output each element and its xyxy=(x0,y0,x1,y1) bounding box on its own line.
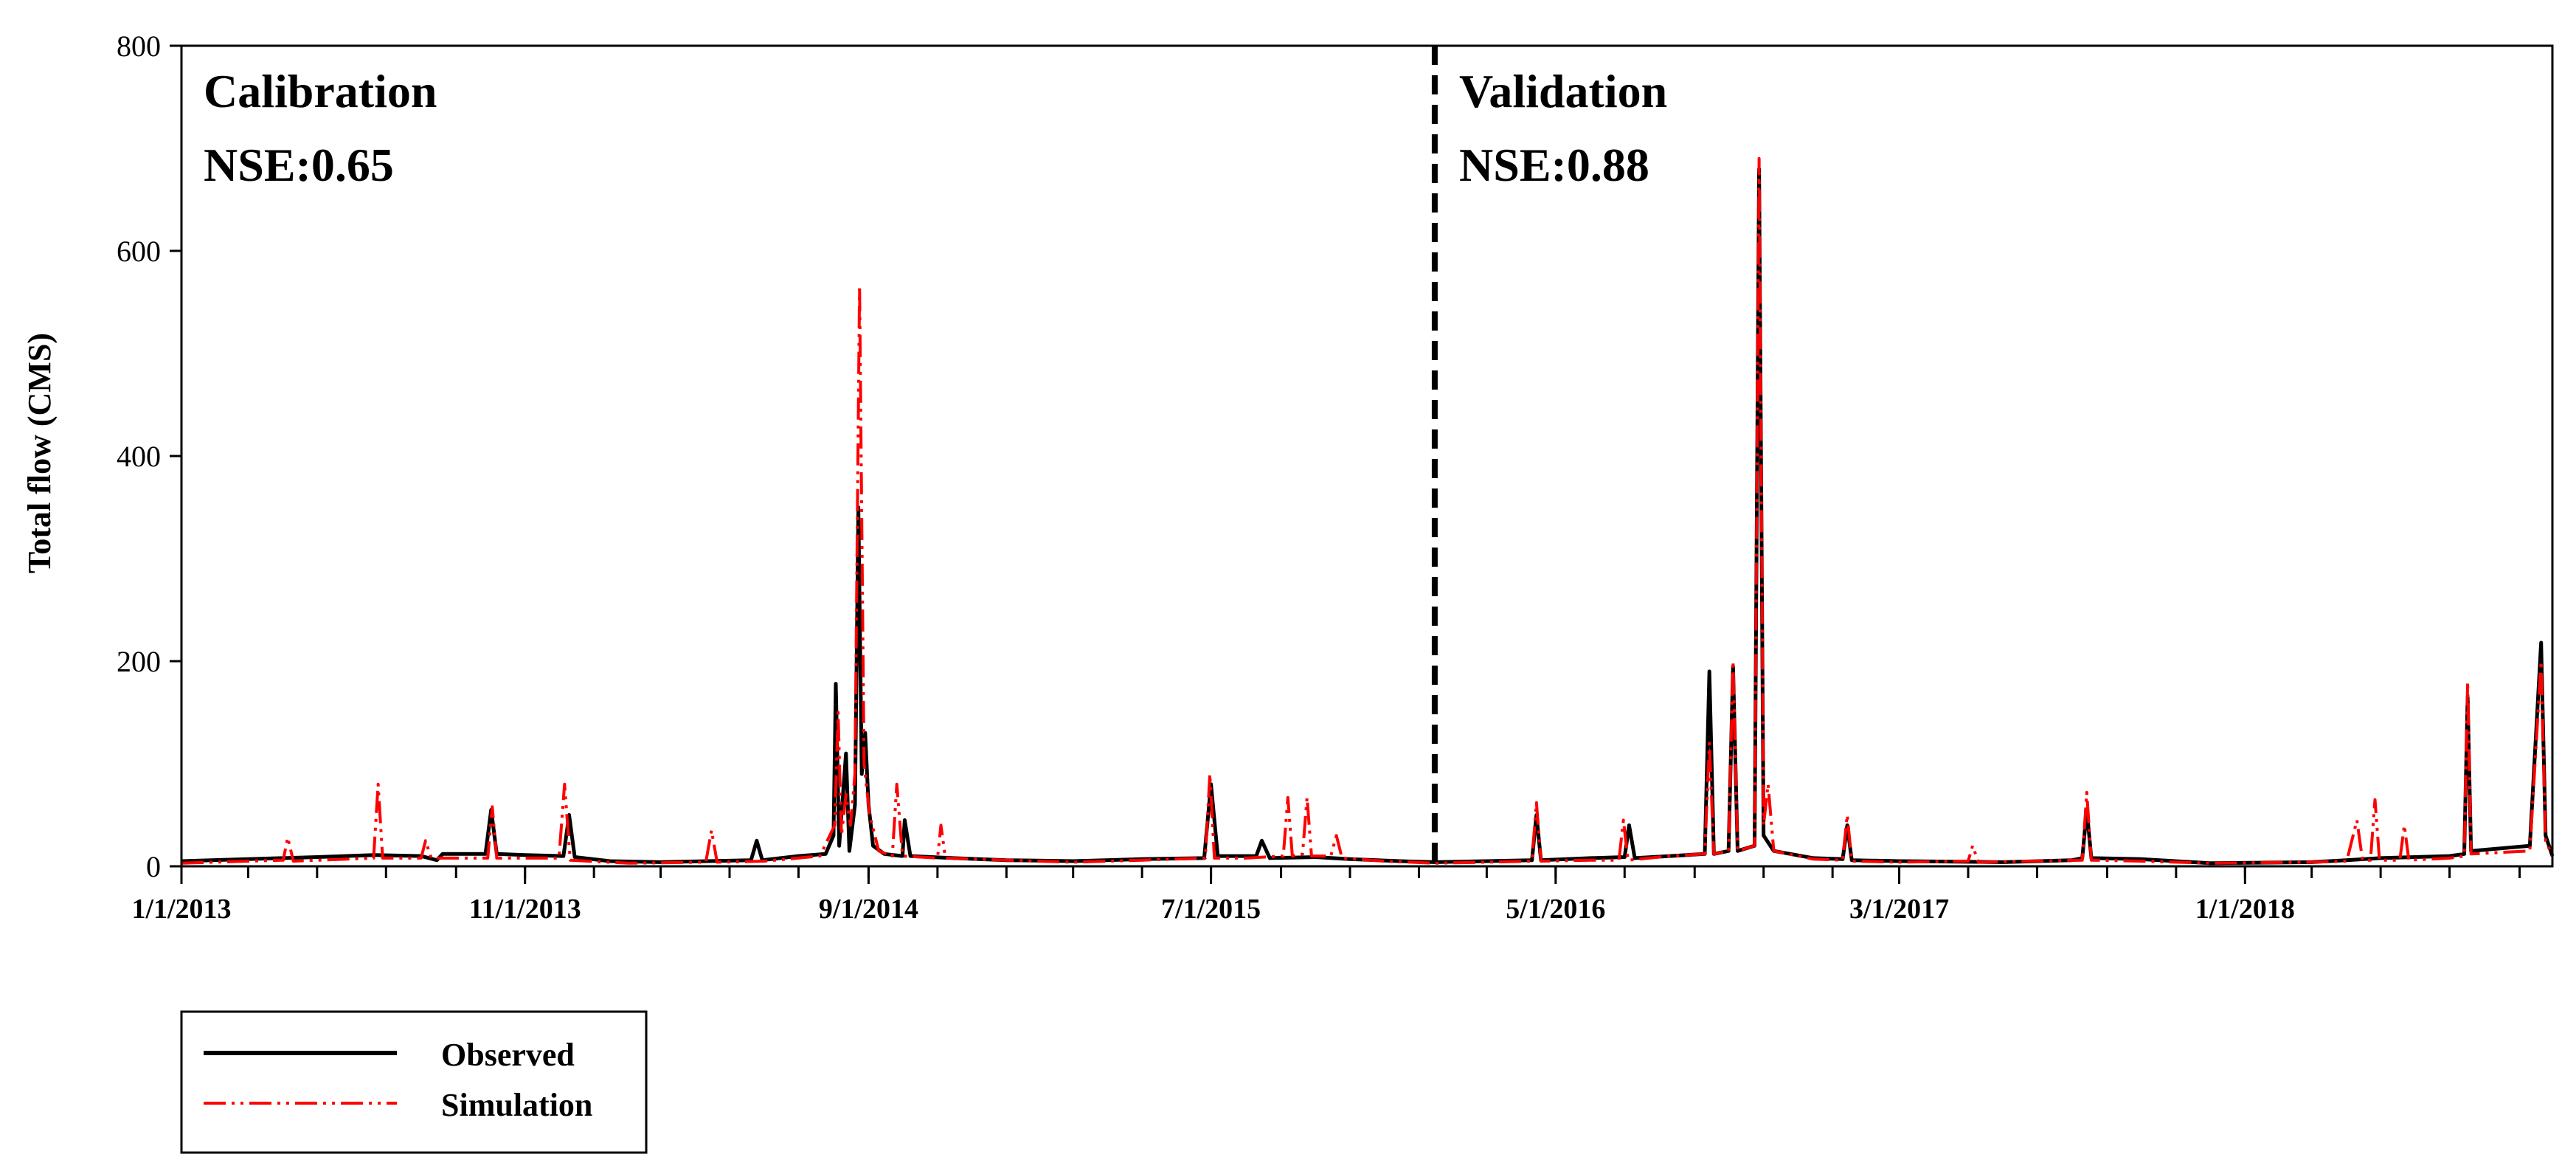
x-tick-label: 1/1/2013 xyxy=(131,894,231,925)
x-axis-ticks: 1/1/2013 11/1/2013 9/1/2014 7/1/2015 5/1/201… xyxy=(131,866,2521,925)
x-tick-label: 3/1/2017 xyxy=(1849,894,1949,925)
y-tick-label: 600 xyxy=(117,235,161,268)
x-tick-label: 1/1/2018 xyxy=(2195,894,2295,925)
y-tick-label: 800 xyxy=(117,30,161,63)
validation-nse: NSE:0.88 xyxy=(1459,139,1649,191)
y-axis-label-group: Total flow (CMS) xyxy=(21,333,58,573)
calibration-label: Calibration xyxy=(204,65,437,117)
legend-label-simulation: Simulation xyxy=(441,1087,592,1123)
x-tick-label: 11/1/2013 xyxy=(469,894,581,925)
y-tick-label: 0 xyxy=(146,850,161,883)
legend-label-observed: Observed xyxy=(441,1037,575,1073)
x-tick-label: 5/1/2016 xyxy=(1506,894,1605,925)
validation-label: Validation xyxy=(1459,65,1667,117)
y-axis-ticks: 0 200 400 600 800 xyxy=(117,30,181,883)
legend-box xyxy=(180,1010,648,1154)
y-tick-label: 400 xyxy=(117,440,161,473)
legend: Observed Simulation xyxy=(180,1010,648,1154)
x-tick-label: 7/1/2015 xyxy=(1161,894,1261,925)
series-layer xyxy=(181,156,2555,866)
plot-frame xyxy=(180,44,2554,868)
y-tick-label: 200 xyxy=(117,645,161,678)
series-line-observed xyxy=(181,167,2555,866)
x-tick-label: 9/1/2014 xyxy=(819,894,918,925)
y-axis-label: Total flow (CMS) xyxy=(21,333,58,573)
calibration-nse: NSE:0.65 xyxy=(204,139,394,191)
series-line-simulation xyxy=(181,156,2554,865)
